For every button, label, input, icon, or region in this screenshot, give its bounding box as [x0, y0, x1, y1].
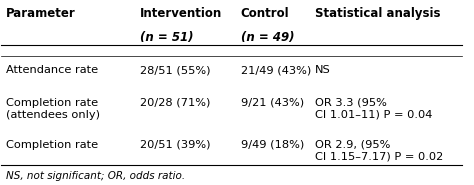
Text: 28/51 (55%): 28/51 (55%): [139, 65, 210, 75]
Text: Statistical analysis: Statistical analysis: [315, 7, 440, 20]
Text: 9/21 (43%): 9/21 (43%): [241, 98, 304, 108]
Text: 9/49 (18%): 9/49 (18%): [241, 140, 304, 150]
Text: NS, not significant; OR, odds ratio.: NS, not significant; OR, odds ratio.: [6, 171, 185, 181]
Text: 20/51 (39%): 20/51 (39%): [139, 140, 210, 150]
Text: 21/49 (43%): 21/49 (43%): [241, 65, 311, 75]
Text: Completion rate
(attendees only): Completion rate (attendees only): [6, 98, 100, 120]
Text: 20/28 (71%): 20/28 (71%): [139, 98, 210, 108]
Text: (n = 49): (n = 49): [241, 31, 294, 43]
Text: (n = 51): (n = 51): [139, 31, 193, 43]
Text: OR 3.3 (95%
CI 1.01–11) P = 0.04: OR 3.3 (95% CI 1.01–11) P = 0.04: [315, 98, 432, 120]
Text: Completion rate: Completion rate: [6, 140, 98, 150]
Text: Attendance rate: Attendance rate: [6, 65, 98, 75]
Text: Control: Control: [241, 7, 290, 20]
Text: Parameter: Parameter: [6, 7, 76, 20]
Text: NS: NS: [315, 65, 330, 75]
Text: Intervention: Intervention: [139, 7, 222, 20]
Text: OR 2.9, (95%
CI 1.15–7.17) P = 0.02: OR 2.9, (95% CI 1.15–7.17) P = 0.02: [315, 140, 443, 162]
